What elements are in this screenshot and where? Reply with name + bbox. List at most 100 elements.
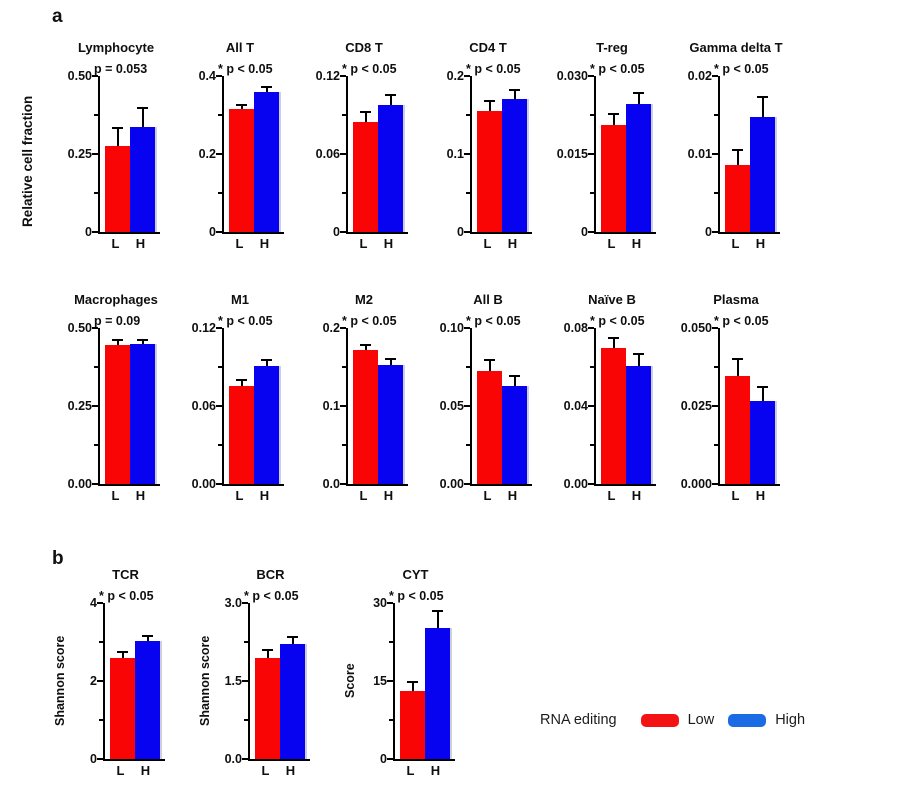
error-bar-line [612, 336, 615, 350]
legend-label-high: High [775, 712, 806, 728]
error-bar-line [240, 379, 243, 387]
plot-area: 0 0.06 0.12 [316, 69, 408, 239]
y-axis-tick [464, 483, 470, 485]
chart-title: CD4 T [469, 40, 507, 55]
y-axis-tick-label: 0.08 [563, 320, 588, 335]
bar-low-wrap [105, 328, 130, 484]
panel-a-row-1: Lymphocyte p = 0.053 0 0.25 0.50 L H All T * p <… [54, 40, 798, 270]
x-axis-label-l: L [406, 763, 415, 778]
y-axis-tick [464, 327, 470, 329]
p-value-label: * p < 0.05 [218, 62, 273, 76]
p-value-label: * p < 0.05 [466, 314, 521, 328]
error-bar-cap [112, 127, 123, 130]
error-bar-cap [432, 610, 443, 613]
bar-high-wrap [135, 603, 160, 759]
x-axis-label-h: H [383, 236, 394, 251]
x-axis-label-l: L [359, 236, 368, 251]
bar-group [596, 76, 656, 232]
error-bar-cap [236, 104, 247, 107]
bar-group [250, 603, 310, 759]
bar-high [425, 628, 450, 759]
y-axis-tick [216, 327, 222, 329]
x-axis-label-l: L [607, 236, 616, 251]
bar-high [130, 344, 155, 484]
x-axis-label-h: H [259, 236, 270, 251]
panel-b-label: b [52, 548, 64, 569]
plot-area: 0.0 0.1 0.2 [323, 321, 408, 491]
bar-low-wrap [601, 328, 626, 484]
x-axis-label-l: L [111, 488, 120, 503]
plot-area: 0.00 0.25 0.50 [68, 321, 160, 491]
y-axis-tick-label: 0.06 [315, 146, 340, 161]
y-axis-tick-label: 15 [373, 673, 387, 688]
panel-b-row: TCR * p < 0.05 Shannon score 0 2 4 L H BCR * p < … [53, 567, 488, 789]
y-axis-tick-label: 2 [90, 673, 97, 688]
legend-swatch-high-icon [728, 713, 767, 727]
p-value-label: * p < 0.05 [714, 62, 769, 76]
bar-low [353, 349, 378, 484]
chart-title: M1 [230, 292, 250, 307]
plot-area: 0 0.2 0.4 [199, 69, 284, 239]
chart-title: TCR [112, 567, 139, 582]
chart-title: Macrophages [74, 292, 158, 307]
y-axis-tick-label: 0.0 [224, 751, 242, 766]
error-bar-line [612, 112, 615, 127]
bar-low-wrap [229, 76, 254, 232]
y-axis-tick-label: 0.0 [322, 476, 340, 491]
chart-m1: M1 * p < 0.05 0.00 0.06 0.12 L H [178, 292, 302, 522]
p-value-label: * p < 0.05 [342, 314, 397, 328]
y-axis-minor-tick [466, 366, 470, 368]
p-value-label: * p < 0.05 [590, 62, 645, 76]
bar-low-wrap [725, 76, 750, 232]
x-axis-label-l: L [483, 488, 492, 503]
bar-group [720, 328, 780, 484]
error-bar-cap [261, 358, 272, 361]
y-axis-tick [340, 483, 346, 485]
p-value-label: * p < 0.05 [218, 314, 273, 328]
y-axis-tick [97, 602, 103, 604]
bar-low-wrap [105, 76, 130, 232]
chart-title: CYT [402, 567, 429, 582]
error-bar-cap [509, 375, 520, 378]
y-axis-tick [92, 75, 98, 77]
x-axis-label-l: L [116, 763, 125, 778]
bar-group [395, 603, 455, 759]
y-axis-tick-label: 3.0 [224, 595, 242, 610]
bar-high-wrap [254, 76, 279, 232]
bar-low [400, 690, 425, 759]
bar-high-wrap [502, 328, 527, 484]
y-axis-minor-tick [466, 444, 470, 446]
error-bar-line [736, 149, 739, 166]
error-bar-line [637, 91, 640, 106]
chart-lymphocyte: Lymphocyte p = 0.053 0 0.25 0.50 L H [54, 40, 178, 270]
error-bar-line [116, 338, 119, 347]
y-axis-tick-label: 0 [581, 224, 588, 239]
bar-high [502, 385, 527, 484]
bar-high [750, 116, 775, 232]
y-axis-tick-label: 0.1 [322, 398, 340, 413]
plot-area: 0.00 0.05 0.10 [440, 321, 532, 491]
chart-title: Naïve B [588, 292, 636, 307]
y-axis-tick [242, 680, 248, 682]
error-bar-line [436, 610, 439, 630]
y-axis-minor-tick [99, 641, 103, 643]
error-bar-line [389, 358, 392, 367]
bar-high [135, 641, 160, 759]
x-axis-label-h: H [755, 236, 766, 251]
bar-high [626, 104, 651, 232]
p-value-label: * p < 0.05 [99, 589, 154, 603]
y-axis-tick-label: 0.10 [439, 320, 464, 335]
bar-high-wrap [378, 328, 403, 484]
panel-a-label: a [52, 6, 63, 27]
x-axis-label-l: L [111, 236, 120, 251]
error-bar-cap [360, 111, 371, 114]
y-axis-tick-label: 0.00 [439, 476, 464, 491]
bar-high-wrap [502, 76, 527, 232]
error-bar-line [488, 100, 491, 113]
bar-high-wrap [130, 76, 155, 232]
bar-group [348, 328, 408, 484]
